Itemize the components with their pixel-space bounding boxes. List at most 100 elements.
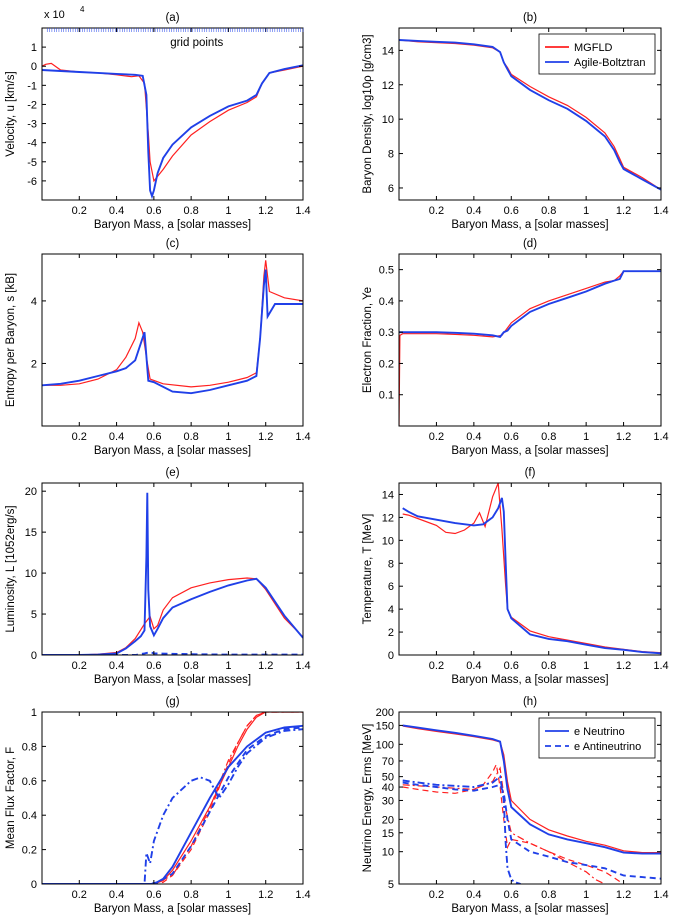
panel-title: (e) [165,467,179,479]
y-tick-label: 10 [382,535,394,547]
x-tick-label: 0.2 [72,660,87,672]
series-line [402,766,606,884]
y-tick-label: 20 [382,814,394,826]
x-axis-label: Baryon Mass, a [solar masses] [451,445,608,457]
x-tick-label: 1 [225,889,231,901]
y-axis-label: Luminosity, L [1052erg/s] [5,505,17,632]
series-line [42,269,303,395]
x-axis-label: Baryon Mass, a [solar masses] [451,674,608,686]
x-tick-label: 1 [583,431,589,443]
panel-d: 0.2 0.4 0.6 0.8 1 1.2 1.4 0.1 0.2 0.3 0.4 0.5 (d) Bar… [362,238,669,457]
x-tick-label: 0.8 [183,889,198,901]
x-tick-label: 1.4 [653,889,668,901]
y-tick-label: 0.4 [379,296,394,308]
x-tick-label: 1.4 [653,205,668,217]
x-tick-label: 0.4 [466,660,481,672]
y-tick-label: 6 [388,581,394,593]
panel-b: 0.2 0.4 0.6 0.8 1 1.2 1.4 6 8 10 12 14 (b) Baryon Mas… [362,12,669,231]
x-tick-label: 0.4 [466,889,481,901]
x-tick-label: 1 [583,889,589,901]
panel-title: (f) [525,467,536,479]
x-tick-label: 0.2 [429,431,444,443]
series-line [399,270,661,338]
y-axis-label: Velocity, u [km/s] [5,71,17,156]
series-line [402,497,661,655]
y-tick-label: 15 [382,828,394,840]
y-tick-label: 2 [388,627,394,639]
y-tick-label: 0.2 [379,358,394,370]
panel-g: 0.2 0.4 0.6 0.8 1 1.2 1.4 0 0.2 0.4 0.6 0.8 1 (g) Bary… [5,696,311,915]
axes-box [398,711,662,885]
axes-box [398,27,662,201]
y-tick-label: 200 [376,707,394,719]
x-tick-label: 1.4 [653,431,668,443]
x-tick-label: 1.4 [295,889,310,901]
y-tick-label: 12 [382,512,394,524]
x-tick-label: 1.2 [616,889,631,901]
x-tick-label: 1.2 [258,431,273,443]
x-axis-label: Baryon Mass, a [solar masses] [94,674,251,686]
y-tick-label: 14 [382,45,394,57]
x-tick-label: 1 [225,660,231,672]
x-tick-label: 0.6 [146,205,161,217]
y-tick-label: 0.5 [379,265,394,277]
axes-box [41,711,304,885]
legend-label: Agile-Boltztran [574,57,646,69]
axes-box [41,253,304,427]
x-tick-label: 0.4 [109,205,124,217]
y-tick-label: 15 [25,527,37,539]
y-axis-label: Electron Fraction, Ye [362,287,374,393]
y-tick-label: 8 [388,149,394,161]
y-tick-label: 20 [25,486,37,498]
x-axis-label: Baryon Mass, a [solar masses] [94,445,251,457]
x-tick-label: 0.4 [466,205,481,217]
x-tick-label: 1 [225,205,231,217]
x-tick-label: 1.2 [258,660,273,672]
y-tick-label: 0 [31,650,37,662]
series-line [402,781,661,880]
y-axis-label: Neutrino Energy, Erms [MeV] [362,724,374,873]
y-tick-label: 30 [382,795,394,807]
legend-label: e Antineutrino [574,741,641,753]
y-tick-label: 0.8 [22,741,37,753]
x-tick-label: 0.8 [183,431,198,443]
legend-box [538,717,656,759]
y-tick-label: 14 [382,489,394,501]
legend-box [538,33,656,75]
series-line [42,728,303,884]
x-tick-label: 0.2 [429,889,444,901]
y-tick-label: -2 [27,99,37,111]
x-tick-label: 1.2 [616,431,631,443]
legend-label: e Neutrino [574,726,625,738]
y-tick-label: 50 [382,772,394,784]
series-line [402,724,661,855]
y-tick-label: 0.4 [22,810,37,822]
x-axis-label: Baryon Mass, a [solar masses] [94,903,251,915]
x-tick-label: 1 [583,205,589,217]
y-tick-label: 70 [382,756,394,768]
y-tick-label: -6 [27,176,37,188]
x-axis-label: Baryon Mass, a [solar masses] [94,219,251,231]
y-tick-label: 10 [382,847,394,859]
axes-box [41,482,304,656]
y-multiplier-exponent: 4 [80,5,85,14]
x-tick-label: 0.6 [504,660,519,672]
y-tick-label: 2 [31,358,37,370]
y-tick-label: 0 [388,650,394,662]
series-line [402,762,624,884]
panel-c: 0.2 0.4 0.6 0.8 1 1.2 1.4 2 4 (c) Baryon Mass, a [… [5,238,311,457]
x-tick-label: 0.4 [109,660,124,672]
x-tick-label: 0.2 [429,660,444,672]
y-tick-label: 1 [31,42,37,54]
x-tick-label: 0.6 [504,205,519,217]
x-axis-label: Baryon Mass, a [solar masses] [451,903,608,915]
x-tick-label: 0.2 [72,431,87,443]
y-tick-label: 100 [376,739,394,751]
y-tick-label: 40 [382,782,394,794]
series-line [402,725,661,854]
x-axis-label: Baryon Mass, a [solar masses] [451,219,608,231]
y-axis-label: Baryon Density, log10ρ [g/cm3] [362,34,374,193]
y-tick-label: 0 [31,879,37,891]
